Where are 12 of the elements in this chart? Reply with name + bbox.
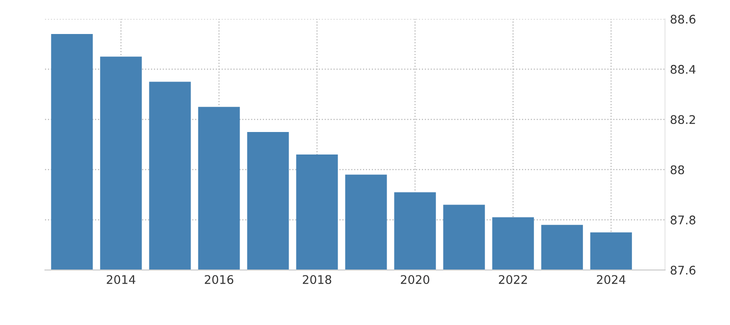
y-tick-label: 88.4 [670, 64, 696, 74]
x-tick-label: 2022 [498, 275, 527, 284]
x-tick-label: 2016 [204, 275, 234, 284]
x-tick-label: 2018 [302, 275, 332, 284]
x-tick-label: 2020 [400, 275, 430, 284]
y-tick-label: 87.8 [670, 216, 696, 224]
y-tick-label: 88.2 [670, 115, 695, 124]
y-tick-label: 88 [670, 165, 684, 174]
x-tick-label: 2024 [596, 275, 626, 284]
y-tick-label: 87.6 [670, 266, 696, 275]
x-tick-label: 2014 [106, 275, 136, 284]
y-tick-label: 88.6 [670, 14, 696, 24]
